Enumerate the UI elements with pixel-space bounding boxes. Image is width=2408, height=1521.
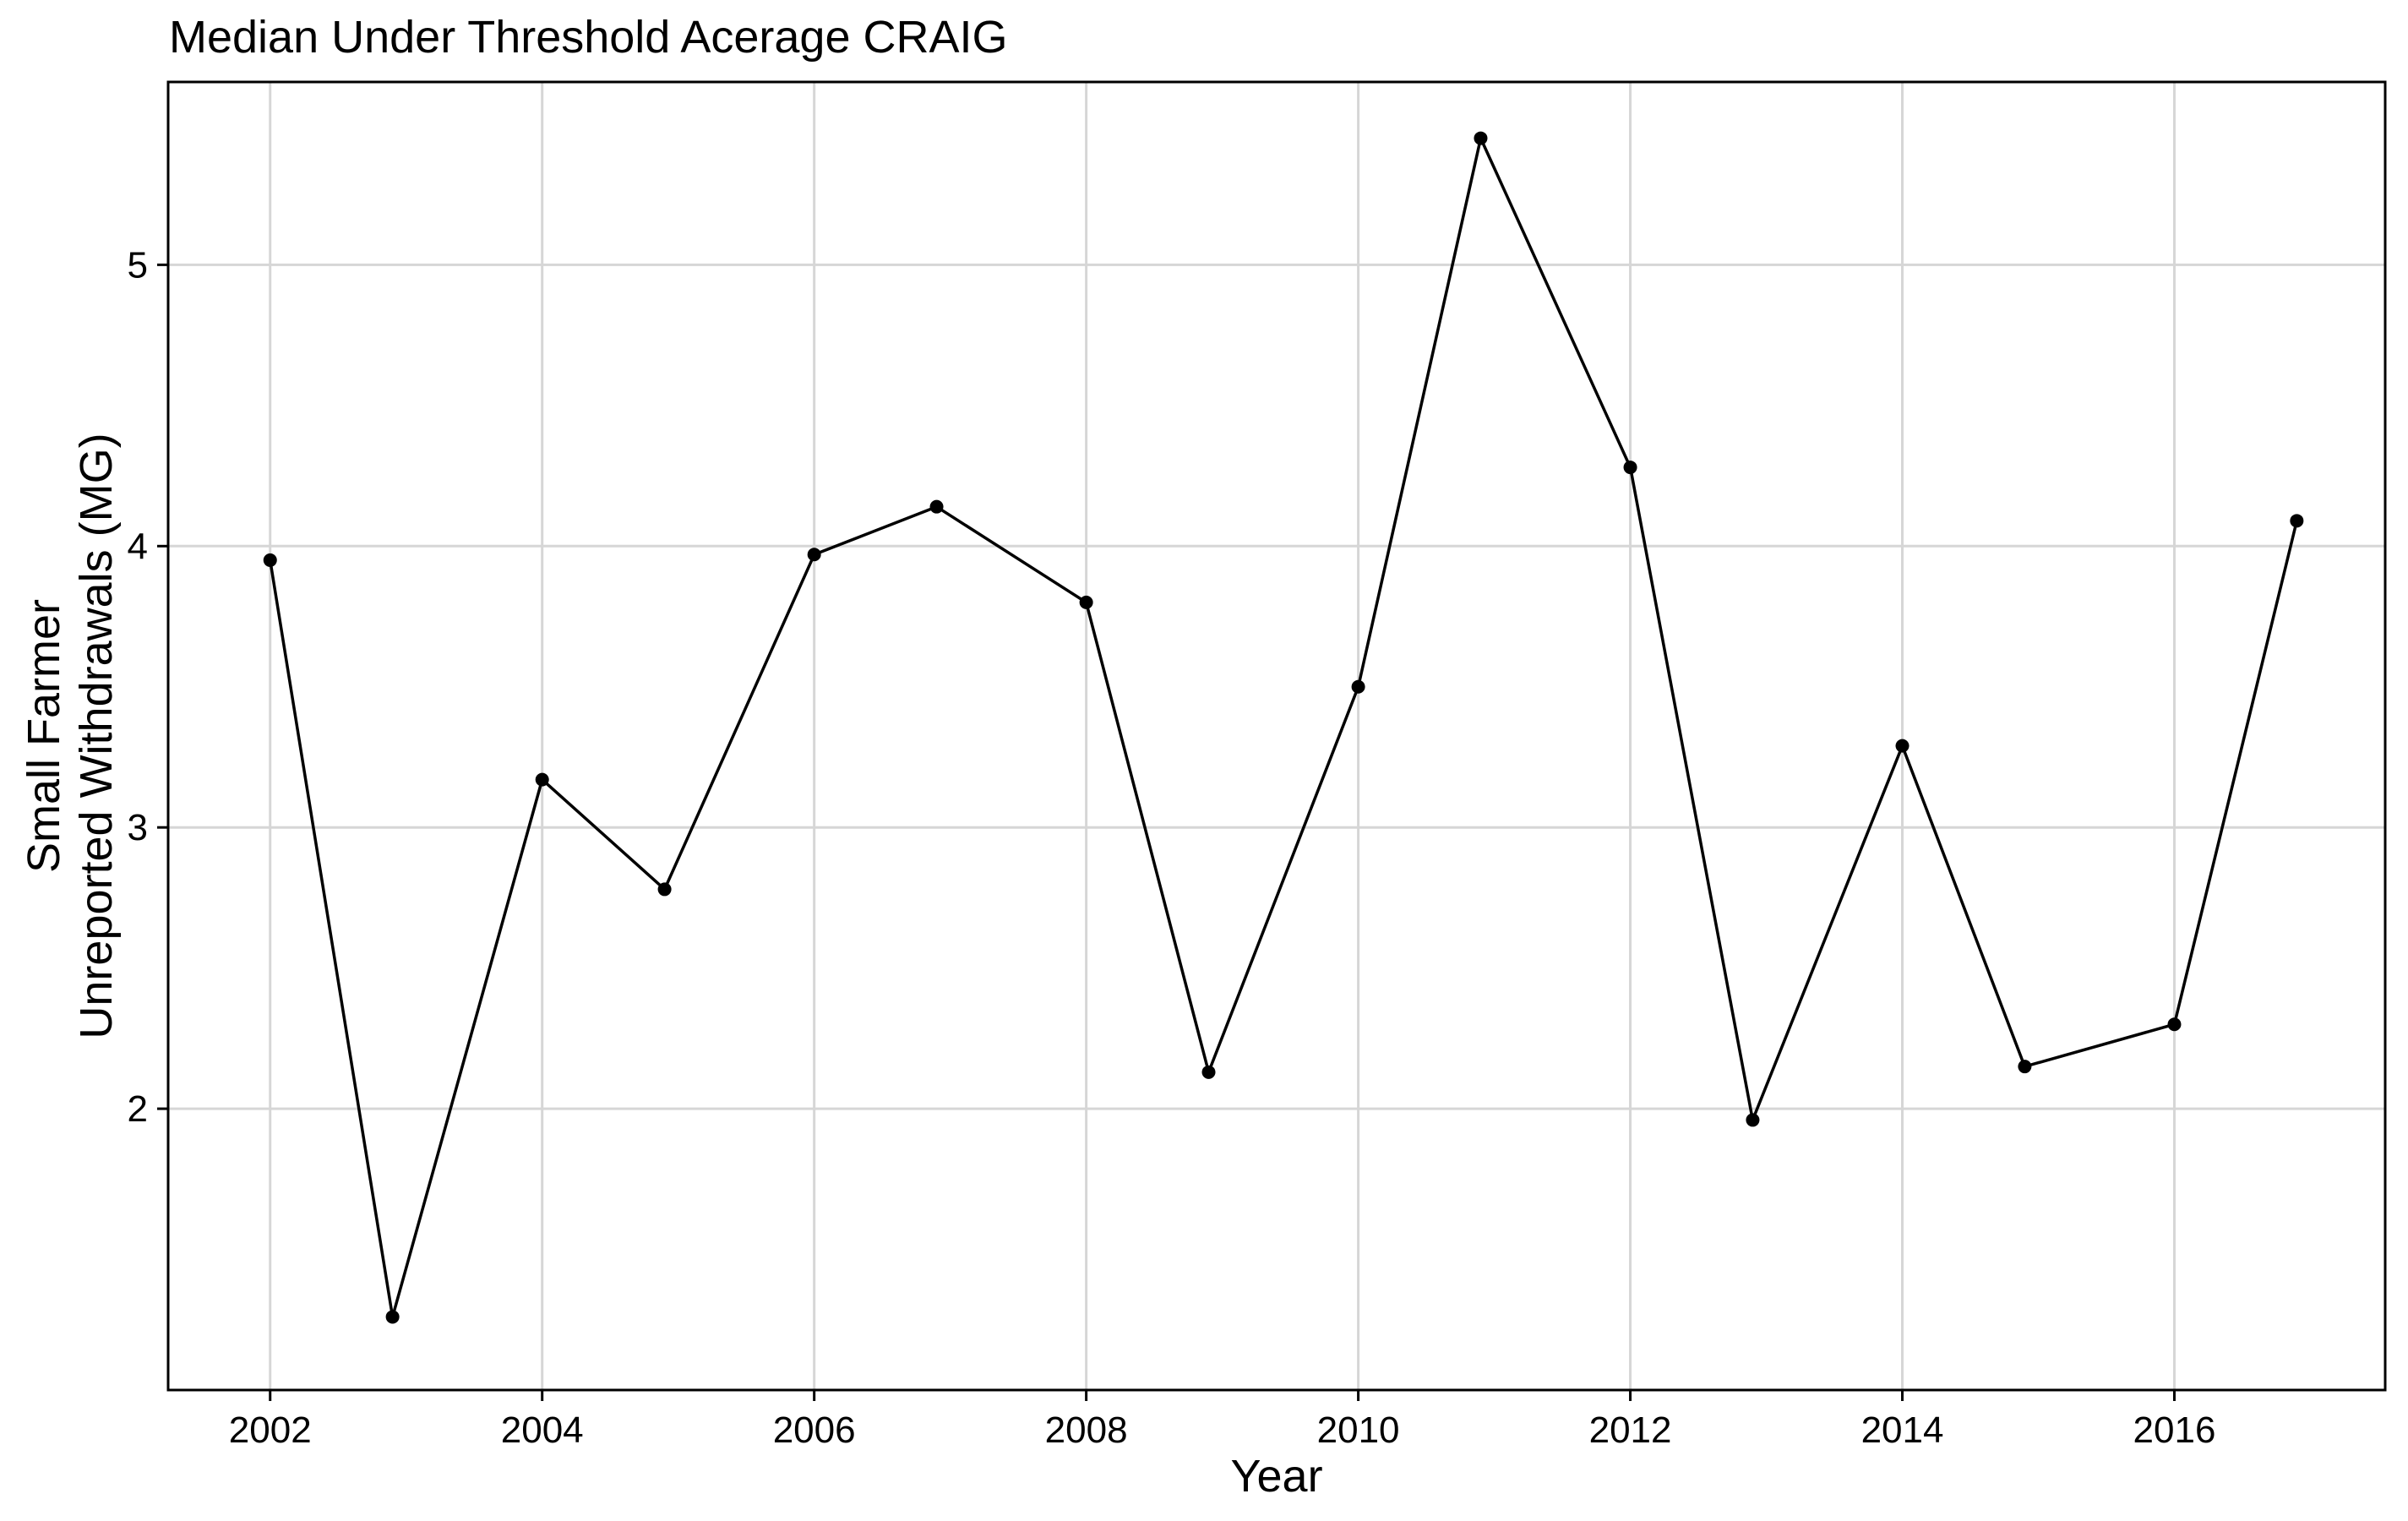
- data-point-5: [929, 499, 944, 514]
- x-axis-title: Year: [1230, 1451, 1322, 1502]
- data-point-2: [535, 772, 549, 787]
- x-tick-label-2004: 2004: [501, 1409, 584, 1451]
- chart-title: Median Under Threshold Acerage CRAIG: [169, 12, 1008, 63]
- y-tick-label-5: 5: [128, 244, 148, 286]
- data-point-9: [1474, 131, 1488, 145]
- x-tick-label-2014: 2014: [1861, 1409, 1944, 1451]
- y-tick-label-3: 3: [128, 807, 148, 848]
- data-point-6: [1079, 595, 1093, 609]
- data-point-8: [1351, 679, 1365, 694]
- y-tick-label-2: 2: [128, 1088, 148, 1130]
- y-tick-label-4: 4: [128, 526, 148, 567]
- data-point-12: [1895, 739, 1910, 753]
- x-tick-label-2012: 2012: [1589, 1409, 1672, 1451]
- y-axis-title: Small FarmerUnreported Withdrawals (MG): [19, 433, 122, 1039]
- data-point-15: [2290, 514, 2304, 528]
- data-point-10: [1623, 461, 1637, 475]
- x-tick-label-2010: 2010: [1317, 1409, 1400, 1451]
- x-tick-label-2008: 2008: [1045, 1409, 1128, 1451]
- data-point-1: [385, 1310, 400, 1324]
- data-point-0: [263, 553, 277, 567]
- data-point-4: [807, 548, 821, 562]
- data-point-11: [1746, 1113, 1760, 1127]
- series-line: [268, 136, 2299, 1319]
- y-axis-title-line-0: Small Farmer: [19, 599, 69, 873]
- data-point-7: [1201, 1065, 1216, 1079]
- x-tick-label-2016: 2016: [2133, 1409, 2216, 1451]
- x-tick-label-2006: 2006: [773, 1409, 856, 1451]
- y-axis-title-line-1: Unreported Withdrawals (MG): [71, 433, 122, 1039]
- data-point-14: [2167, 1017, 2182, 1032]
- data-point-3: [657, 882, 672, 897]
- x-tick-label-2002: 2002: [229, 1409, 312, 1451]
- data-point-13: [2018, 1060, 2032, 1074]
- plot-panel: [166, 80, 2387, 1392]
- axis-layer: 2002 2004 2006 2008 2010 2012 2014 2016 2 3 4 5: [128, 244, 2216, 1451]
- series-layer: [263, 131, 2304, 1324]
- grid-layer: [168, 82, 2385, 1390]
